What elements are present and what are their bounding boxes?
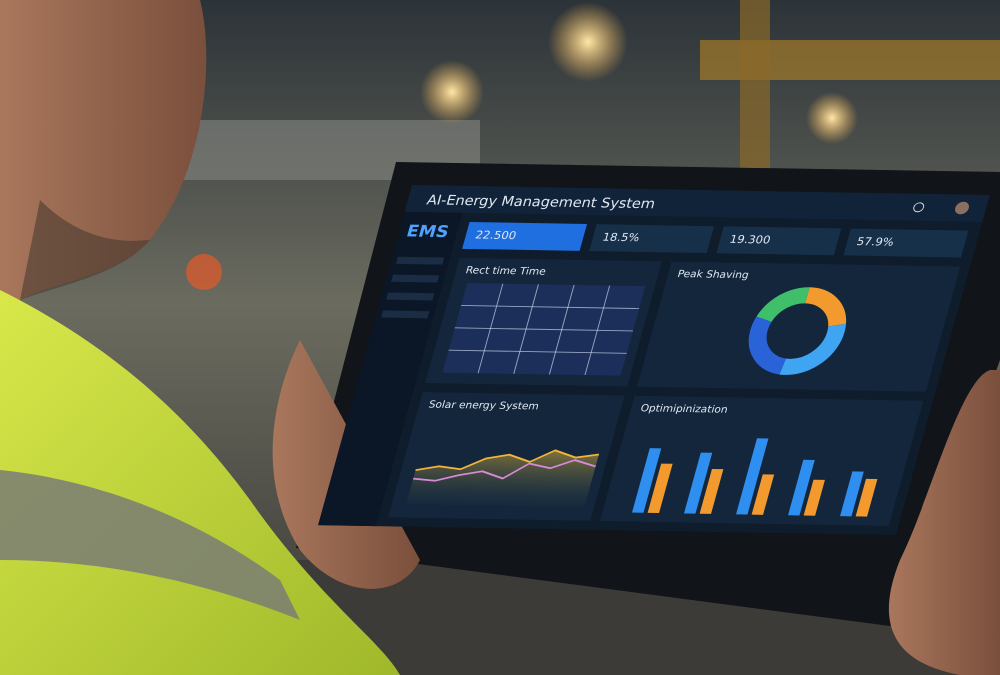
line (412, 459, 597, 482)
panel-title: Optimipinization (639, 403, 729, 416)
bar (647, 463, 673, 514)
kpi-card (462, 221, 588, 251)
nav-item[interactable] (381, 310, 430, 319)
line-chart (406, 449, 599, 508)
kpi-value: 18.5% (601, 230, 642, 244)
panel-title: Peak Shaving (676, 268, 750, 281)
header-bar (404, 185, 990, 222)
bar (736, 438, 769, 515)
bar (803, 479, 825, 516)
sidebar (318, 211, 463, 527)
nav-item[interactable] (391, 274, 440, 283)
vest (0, 290, 400, 675)
bar (840, 471, 864, 517)
screen: AI-Energy Management System EMS 22.500 18… (318, 185, 990, 536)
donut-segment (748, 287, 847, 375)
bar (632, 448, 662, 513)
panel-grid (448, 283, 640, 376)
line (415, 449, 599, 472)
kpi-card (843, 228, 969, 258)
panel-title: Solar energy System (427, 399, 540, 412)
bar (684, 452, 713, 514)
donut-segment (748, 287, 847, 375)
lamp (548, 2, 628, 82)
nav-item[interactable] (396, 256, 445, 265)
panel (636, 261, 961, 392)
kpi-row: 22.500 18.5% 19.300 57.9% (462, 221, 969, 258)
right-hand (888, 370, 1000, 675)
beard (20, 200, 150, 300)
kpi-value: 22.500 (474, 228, 518, 242)
bar (788, 459, 815, 516)
column (740, 0, 770, 180)
bar (855, 478, 878, 517)
light (186, 254, 222, 290)
donut (748, 287, 847, 375)
panel-title: Rect time Time (464, 265, 547, 278)
logo: EMS (404, 222, 451, 242)
kpi-value: 19.300 (728, 232, 772, 246)
bar (699, 468, 724, 514)
donut-segment (748, 287, 847, 375)
search-icon[interactable] (913, 202, 925, 213)
app-title: AI-Energy Management System (425, 193, 657, 212)
bar (751, 474, 775, 515)
bar-chart (632, 438, 878, 517)
kpi-value: 57.9% (855, 235, 896, 249)
reflective-strip (0, 470, 300, 620)
kpi-card (589, 224, 715, 254)
lamp (806, 92, 858, 144)
lamp (420, 60, 484, 124)
kpi-card (716, 226, 842, 256)
avatar[interactable] (954, 201, 971, 215)
nav-item[interactable] (386, 292, 435, 301)
